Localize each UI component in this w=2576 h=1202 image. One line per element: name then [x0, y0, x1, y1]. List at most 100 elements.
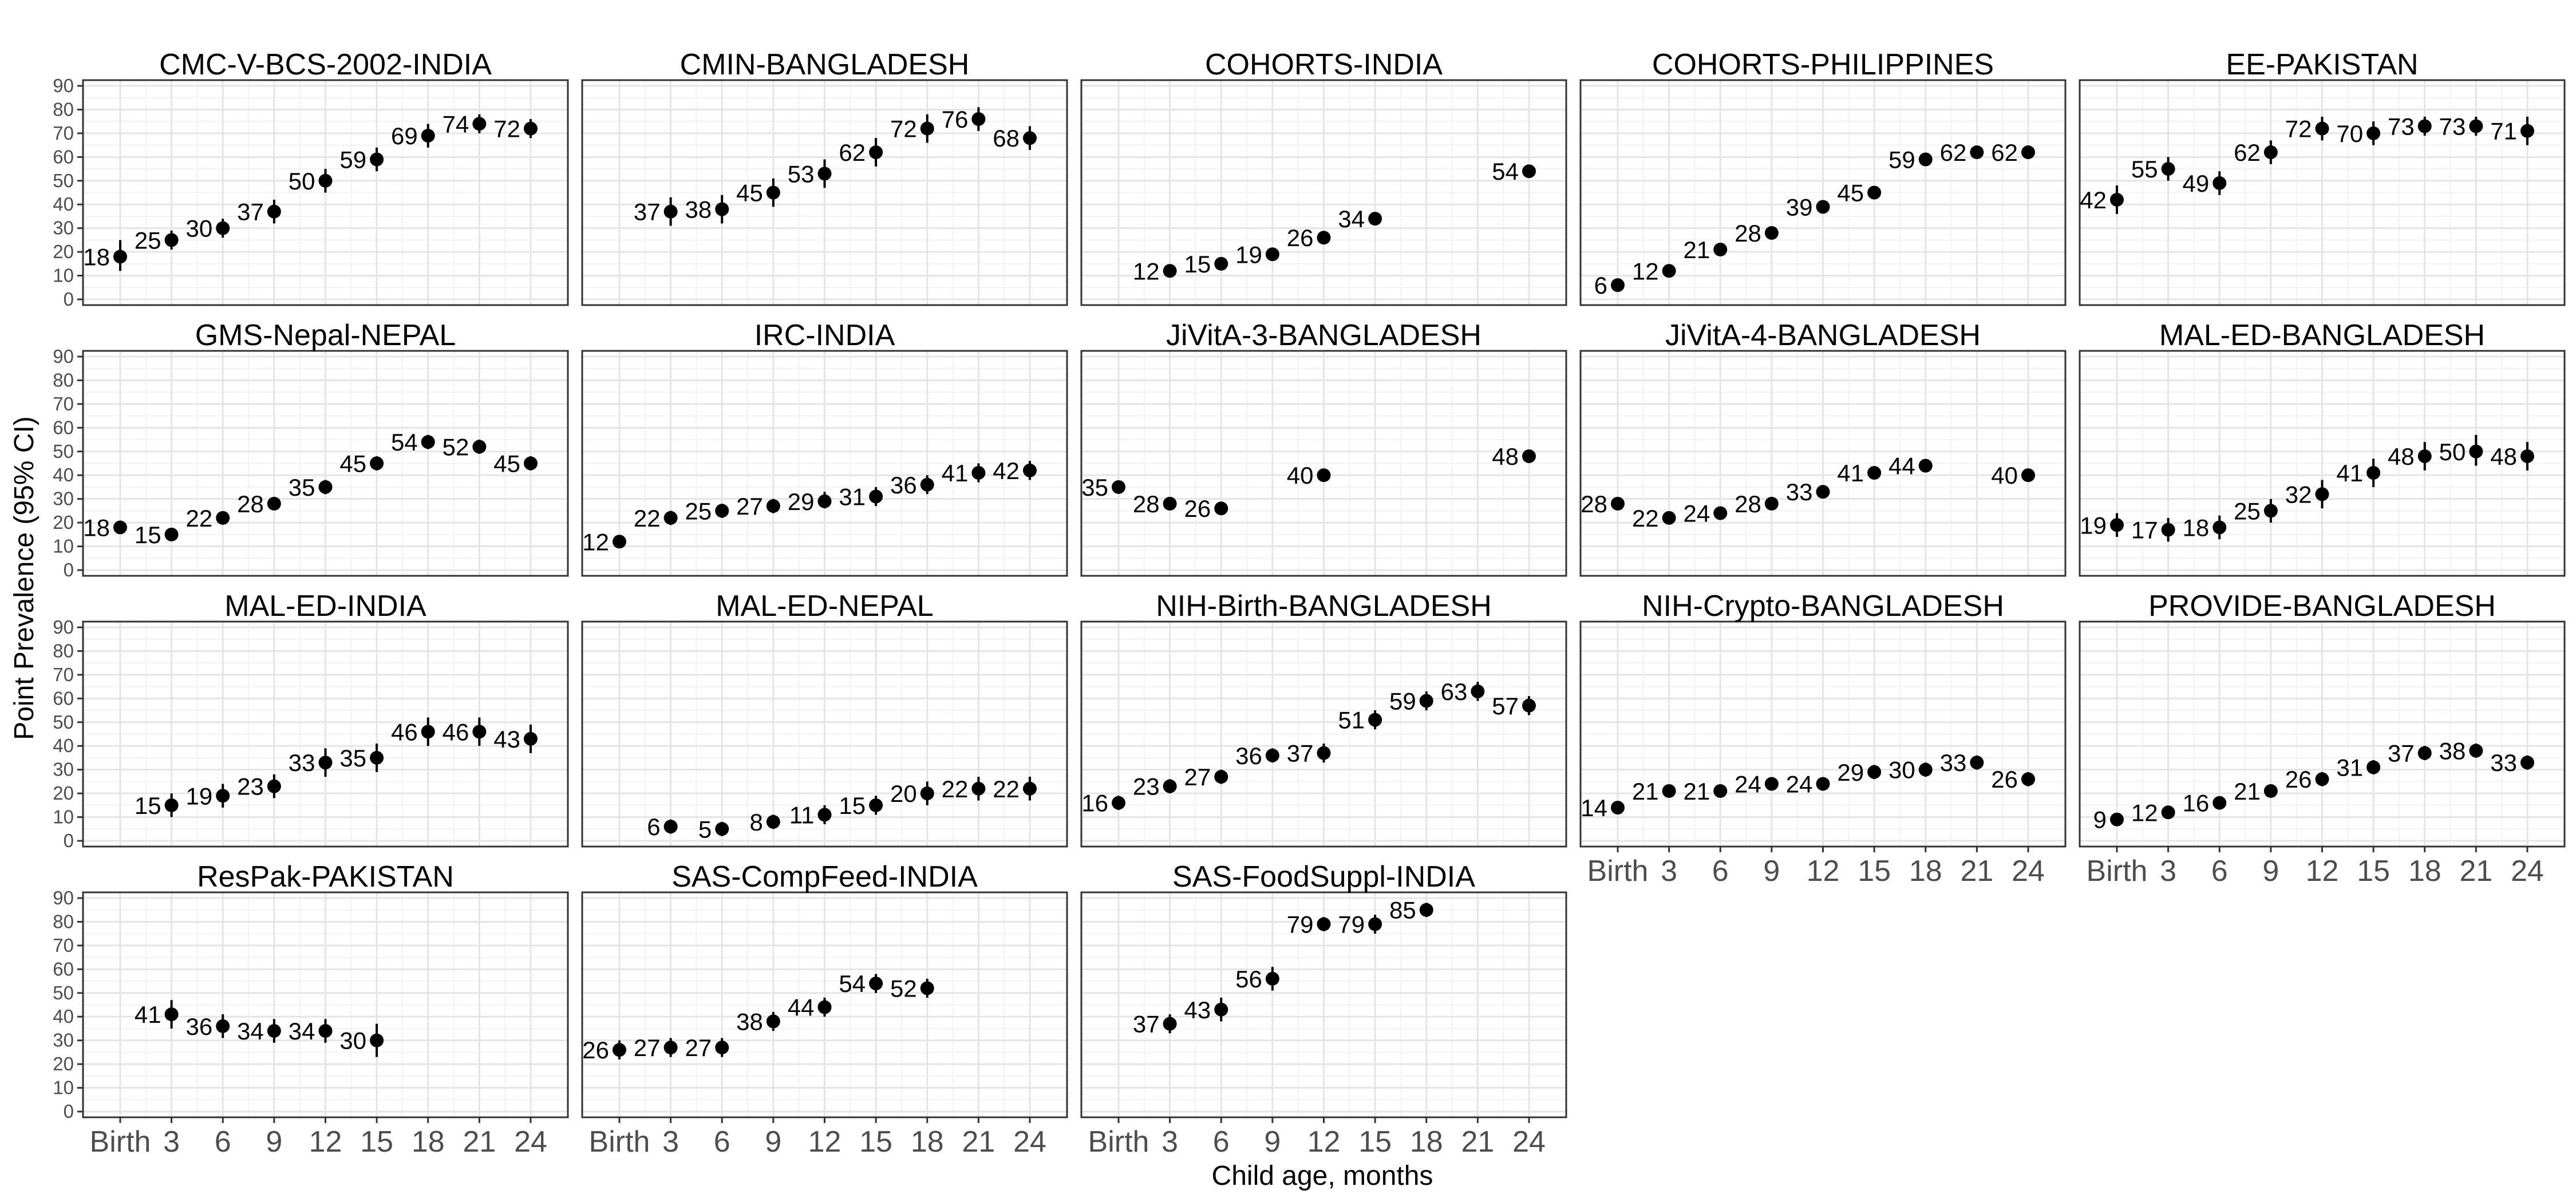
facet-panel: SAS-FoodSuppl-INDIA Birth 3 6 9 12 15 18 21 24 37 4…	[1080, 860, 1567, 1158]
data-point	[1112, 480, 1125, 494]
y-tick-label: 70	[53, 122, 74, 144]
value-label: 16	[1081, 790, 1108, 817]
data-point	[817, 494, 832, 508]
data-point	[920, 981, 934, 995]
data-point	[1368, 917, 1382, 931]
x-tick-label: 12	[1307, 1125, 1341, 1158]
data-point	[2366, 760, 2381, 774]
data-point	[2417, 119, 2432, 133]
value-label: 25	[2234, 497, 2261, 524]
value-label: 70	[2336, 120, 2363, 147]
y-tick-label: 0	[64, 1101, 74, 1122]
x-tick-label: 9	[1264, 1125, 1281, 1158]
value-label: 21	[1632, 778, 1659, 805]
data-point	[216, 1019, 230, 1033]
facet-panel: EE-PAKISTAN 42 55 49 62 72 70 73 73 71	[2079, 48, 2566, 306]
data-point	[869, 145, 883, 160]
y-tick-label: 20	[53, 782, 74, 804]
value-label: 41	[942, 460, 969, 487]
facet-panel: MAL-ED-NEPAL 6 5 8 11 15 20 22 22	[581, 590, 1068, 848]
panel-title: JiVitA-3-BANGLADESH	[1166, 319, 1481, 352]
panel-border	[581, 620, 1068, 848]
data-point	[267, 204, 281, 219]
x-tick-label: 21	[962, 1125, 995, 1158]
y-tick-label: 60	[53, 417, 74, 438]
panel-border	[1579, 79, 2067, 306]
value-label: 15	[1184, 251, 1211, 278]
value-label: 12	[1632, 258, 1659, 284]
value-label: 30	[339, 1027, 366, 1054]
value-label: 32	[2285, 481, 2312, 508]
data-point	[2110, 812, 2124, 827]
value-label: 38	[2439, 738, 2466, 765]
x-tick-label: 9	[1763, 855, 1780, 888]
data-point	[663, 1041, 678, 1055]
value-label: 28	[1581, 491, 1607, 517]
y-tick-label: 80	[53, 369, 74, 390]
value-label: 72	[2285, 116, 2312, 143]
value-label: 21	[1684, 778, 1710, 805]
panel-title: SAS-CompFeed-INDIA	[671, 860, 978, 893]
data-point	[216, 221, 230, 235]
value-label: 19	[186, 782, 213, 809]
data-point	[663, 820, 678, 834]
data-point	[766, 1014, 780, 1029]
data-point	[164, 527, 179, 541]
x-tick-label: 12	[1807, 855, 1840, 888]
value-label: 15	[135, 792, 161, 819]
data-point	[318, 1024, 333, 1038]
x-tick-label: 15	[1858, 855, 1891, 888]
y-tick-label: 20	[53, 241, 74, 262]
y-tick-label: 40	[53, 464, 74, 485]
value-label: 59	[1389, 687, 1416, 714]
value-label: 6	[1594, 272, 1607, 299]
x-tick-label: 15	[1358, 1125, 1392, 1158]
data-point	[1163, 779, 1177, 793]
y-tick-label: 50	[53, 170, 74, 191]
data-point	[2417, 449, 2432, 464]
value-label: 22	[1632, 505, 1659, 532]
y-tick-label: 70	[53, 935, 74, 956]
x-tick-label: 12	[2306, 855, 2339, 888]
facet-panel: NIH-Birth-BANGLADESH 16 23 27 36 37 51 59 63 57	[1080, 590, 1567, 848]
panel-title: CMC-V-BCS-2002-INDIA	[159, 48, 492, 81]
data-point	[2021, 468, 2035, 483]
value-label: 45	[339, 450, 366, 477]
data-point	[472, 725, 487, 739]
x-tick-label: 12	[808, 1125, 841, 1158]
x-tick-label: 3	[163, 1125, 180, 1158]
data-point	[1713, 242, 1728, 256]
value-label: 28	[1735, 220, 1761, 247]
panel-title: COHORTS-PHILIPPINES	[1652, 48, 1994, 81]
facet-panel: SAS-CompFeed-INDIA Birth 3 6 9 12 15 18 21 24 26 27…	[581, 860, 1068, 1158]
value-label: 22	[634, 505, 661, 532]
data-point	[2315, 772, 2329, 786]
x-tick-label: Birth	[1088, 1125, 1149, 1158]
data-point	[1023, 463, 1037, 477]
value-label: 48	[2388, 443, 2415, 470]
x-tick-label: 24	[2511, 855, 2544, 888]
data-point	[1419, 903, 1433, 917]
value-label: 48	[2490, 443, 2517, 470]
panel-border	[82, 350, 569, 577]
data-point	[1970, 756, 1984, 770]
x-tick-label: 3	[1661, 855, 1677, 888]
value-label: 74	[442, 110, 469, 137]
x-axis-title: Child age, months	[1212, 1161, 1433, 1191]
facet-panel: NIH-Crypto-BANGLADESH Birth 3 6 9 12 15 18 21 24 1…	[1579, 590, 2067, 888]
value-label: 27	[634, 1034, 661, 1061]
data-point	[524, 456, 538, 470]
data-point	[318, 173, 333, 188]
data-point	[715, 822, 729, 836]
data-point	[817, 1000, 832, 1014]
value-label: 41	[1837, 460, 1864, 487]
value-label: 27	[736, 493, 763, 520]
data-point	[1764, 226, 1779, 240]
value-label: 36	[890, 472, 917, 499]
panel-title: EE-PAKISTAN	[2226, 48, 2418, 81]
data-point	[2263, 504, 2278, 518]
value-label: 19	[1235, 241, 1262, 268]
data-point	[1265, 971, 1279, 986]
data-point	[1317, 468, 1331, 483]
